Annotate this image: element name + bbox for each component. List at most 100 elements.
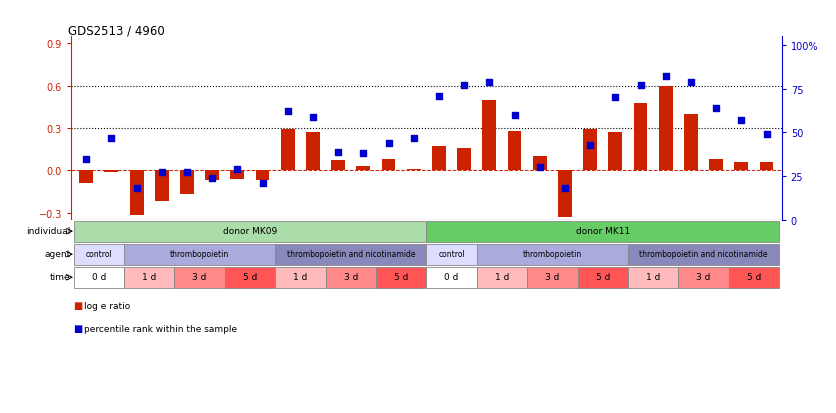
Point [507, 112, 521, 119]
Text: thrombopoietin and nicotinamide: thrombopoietin and nicotinamide [287, 249, 415, 259]
Text: 1 d: 1 d [495, 273, 509, 282]
Point [558, 185, 572, 192]
Point [609, 95, 622, 102]
Text: ■: ■ [74, 301, 83, 311]
Bar [74, 267, 124, 288]
Bar [376, 267, 426, 288]
Bar [584, 130, 597, 171]
Bar [175, 267, 225, 288]
Bar [729, 267, 779, 288]
Text: GDS2513 / 4960: GDS2513 / 4960 [68, 24, 164, 37]
Text: donor MK09: donor MK09 [223, 227, 277, 236]
Text: 3 d: 3 d [344, 273, 358, 282]
Bar [74, 221, 426, 242]
Point [533, 164, 547, 171]
Bar [457, 148, 472, 171]
Text: control: control [438, 249, 465, 259]
Bar [79, 171, 93, 183]
Point [382, 140, 395, 147]
Text: 1 d: 1 d [646, 273, 660, 282]
Point [155, 170, 169, 176]
Point [684, 79, 697, 86]
Bar [206, 171, 219, 181]
Text: 1 d: 1 d [293, 273, 308, 282]
Point [256, 180, 269, 187]
Bar [684, 114, 698, 171]
Bar [628, 244, 779, 265]
Text: 5 d: 5 d [747, 273, 761, 282]
Bar [432, 147, 446, 171]
Bar [477, 244, 628, 265]
Text: 5 d: 5 d [595, 273, 610, 282]
Point [735, 117, 748, 124]
Bar [760, 162, 773, 171]
Bar [225, 267, 275, 288]
Text: 3 d: 3 d [696, 273, 711, 282]
Bar [558, 171, 572, 217]
Bar [482, 100, 497, 171]
Point [130, 185, 143, 192]
Text: ■: ■ [74, 323, 83, 333]
Bar [331, 161, 345, 171]
Point [357, 151, 370, 157]
Text: thrombopoietin and nicotinamide: thrombopoietin and nicotinamide [640, 249, 767, 259]
Point [206, 175, 219, 182]
Bar [659, 86, 673, 171]
Bar [256, 171, 269, 181]
Bar [507, 131, 522, 171]
Bar [426, 244, 477, 265]
Point [231, 166, 244, 173]
Point [710, 105, 723, 112]
Bar [124, 267, 175, 288]
Bar [407, 169, 421, 171]
Bar [104, 171, 119, 172]
Bar [426, 267, 477, 288]
Bar [325, 267, 376, 288]
Point [584, 142, 597, 149]
Text: 3 d: 3 d [192, 273, 206, 282]
Text: percentile rank within the sample: percentile rank within the sample [84, 324, 237, 333]
Point [181, 170, 194, 176]
Bar [609, 133, 622, 171]
Point [79, 156, 93, 162]
Bar [634, 103, 647, 171]
Bar [306, 133, 320, 171]
Point [332, 149, 345, 155]
Bar [275, 267, 325, 288]
Text: control: control [85, 249, 112, 259]
Bar [124, 244, 275, 265]
Point [281, 109, 294, 115]
Text: 1 d: 1 d [142, 273, 156, 282]
Text: time: time [50, 273, 70, 282]
Point [634, 83, 647, 89]
Bar [381, 159, 395, 171]
Text: 3 d: 3 d [545, 273, 559, 282]
Text: log e ratio: log e ratio [84, 301, 130, 310]
Text: thrombopoietin: thrombopoietin [170, 249, 229, 259]
Bar [155, 171, 169, 202]
Text: agent: agent [44, 249, 70, 259]
Text: individual: individual [26, 227, 70, 236]
Point [104, 135, 118, 142]
Text: thrombopoietin: thrombopoietin [522, 249, 582, 259]
Point [482, 79, 496, 86]
Bar [734, 162, 748, 171]
Bar [628, 267, 678, 288]
Point [659, 74, 672, 81]
Text: 5 d: 5 d [394, 273, 408, 282]
Bar [356, 166, 370, 171]
Point [457, 83, 471, 89]
Bar [281, 130, 295, 171]
Point [760, 131, 773, 138]
Bar [426, 221, 779, 242]
Bar [578, 267, 628, 288]
Text: 0 d: 0 d [445, 273, 459, 282]
Bar [231, 171, 244, 179]
Bar [528, 267, 578, 288]
Bar [477, 267, 528, 288]
Bar [533, 157, 547, 171]
Point [306, 114, 319, 121]
Bar [678, 267, 729, 288]
Bar [180, 171, 194, 195]
Text: donor MK11: donor MK11 [576, 227, 630, 236]
